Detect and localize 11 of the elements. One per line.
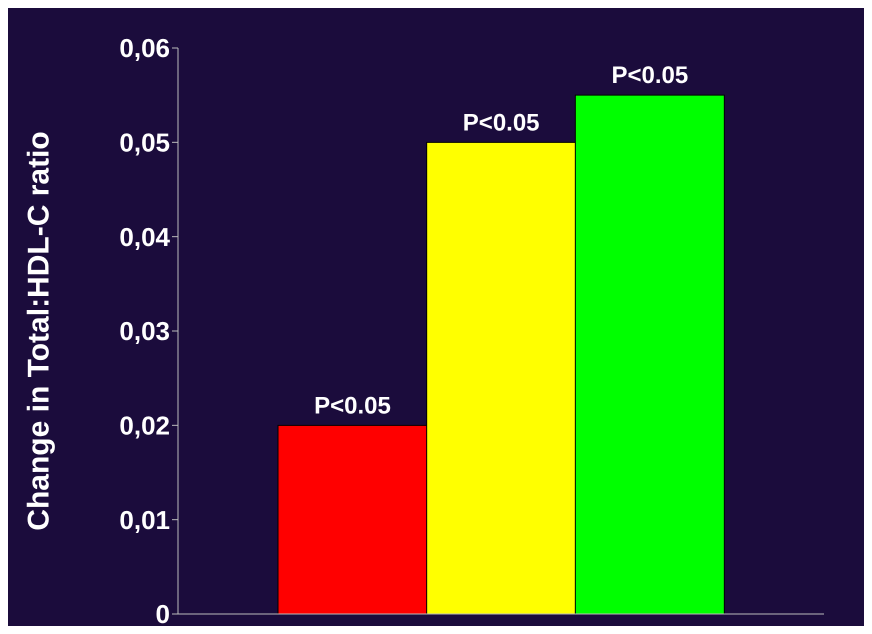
y-tick-label: 0,03 (119, 316, 170, 346)
y-tick-label: 0,01 (119, 504, 170, 535)
y-axis-title: Change in Total:HDL-C ratio (22, 131, 56, 531)
y-tick-label: 0,05 (119, 128, 170, 158)
annotation: P<0.05 (611, 62, 688, 90)
y-tick-label: 0,04 (119, 222, 171, 252)
y-tick-label: 0,06 (119, 33, 170, 64)
annotation: P<0.05 (314, 392, 391, 420)
y-tick-label: 0 (156, 599, 170, 630)
y-tick-label: 0,02 (119, 410, 170, 441)
annotation: P<0.05 (462, 109, 540, 136)
